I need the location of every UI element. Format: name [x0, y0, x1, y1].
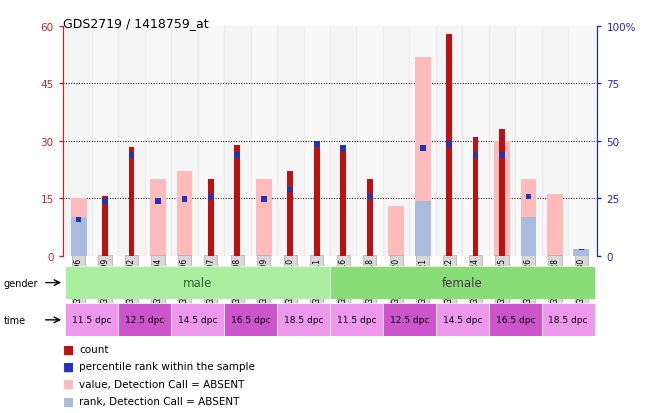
Bar	[341, 145, 346, 256]
Bar	[473, 138, 478, 256]
Bar	[383, 304, 436, 337]
Text: 16.5 dpc: 16.5 dpc	[496, 316, 535, 325]
Bar	[356, 27, 383, 256]
Bar	[489, 304, 542, 337]
Bar	[145, 27, 171, 256]
Bar	[208, 194, 214, 200]
Text: ■: ■	[63, 394, 74, 408]
Bar	[574, 249, 589, 256]
Bar	[234, 153, 240, 159]
Bar	[568, 27, 595, 256]
Text: ■: ■	[63, 377, 74, 390]
Text: 14.5 dpc: 14.5 dpc	[443, 316, 482, 325]
Text: value, Detection Call = ABSENT: value, Detection Call = ABSENT	[79, 379, 245, 389]
Bar	[330, 266, 595, 299]
Bar	[129, 153, 135, 159]
Text: male: male	[183, 276, 213, 290]
Bar	[129, 147, 135, 256]
Bar	[547, 195, 563, 256]
Bar	[71, 199, 86, 256]
Bar	[341, 146, 346, 152]
Bar	[525, 194, 531, 200]
Bar	[446, 35, 452, 256]
Bar	[102, 197, 108, 256]
Text: 11.5 dpc: 11.5 dpc	[72, 316, 112, 325]
Bar	[304, 27, 330, 256]
Bar	[521, 217, 537, 256]
Text: count: count	[79, 344, 109, 354]
Bar	[65, 27, 92, 256]
Text: 18.5 dpc: 18.5 dpc	[548, 316, 588, 325]
Bar	[92, 27, 118, 256]
Bar	[542, 27, 568, 256]
Bar	[256, 180, 272, 256]
Bar	[155, 199, 161, 204]
Bar	[287, 188, 293, 193]
Bar	[224, 304, 277, 337]
Bar	[494, 141, 510, 256]
Bar	[367, 194, 373, 200]
Bar	[76, 217, 81, 223]
Bar	[436, 304, 489, 337]
Text: 18.5 dpc: 18.5 dpc	[284, 316, 323, 325]
Bar	[409, 27, 436, 256]
Text: ■: ■	[63, 360, 74, 373]
Text: 12.5 dpc: 12.5 dpc	[389, 316, 429, 325]
Text: percentile rank within the sample: percentile rank within the sample	[79, 361, 255, 371]
Text: gender: gender	[3, 278, 38, 288]
Text: 16.5 dpc: 16.5 dpc	[231, 316, 271, 325]
Bar	[330, 27, 356, 256]
Bar	[287, 172, 293, 256]
Bar	[176, 172, 192, 256]
Bar	[499, 153, 505, 159]
Bar	[521, 180, 537, 256]
Bar	[367, 180, 373, 256]
Bar	[224, 27, 251, 256]
Text: GDS2719 / 1418759_at: GDS2719 / 1418759_at	[63, 17, 209, 29]
Bar	[579, 249, 584, 250]
Bar	[171, 304, 224, 337]
Bar	[102, 199, 108, 204]
Bar	[515, 27, 542, 256]
Bar	[436, 27, 462, 256]
Bar	[414, 57, 430, 256]
Bar	[234, 145, 240, 256]
Bar	[71, 217, 86, 256]
Bar	[420, 146, 426, 152]
Bar	[171, 27, 198, 256]
Bar	[489, 27, 515, 256]
Text: 12.5 dpc: 12.5 dpc	[125, 316, 164, 325]
Bar	[314, 141, 319, 147]
Text: female: female	[442, 276, 482, 290]
Bar	[182, 197, 187, 202]
Bar	[414, 201, 430, 256]
Bar	[462, 27, 489, 256]
Bar	[542, 304, 595, 337]
Text: time: time	[3, 315, 26, 325]
Bar	[314, 141, 319, 256]
Bar	[383, 27, 409, 256]
Bar	[277, 27, 304, 256]
Bar	[330, 304, 383, 337]
Bar	[251, 27, 277, 256]
Bar	[277, 304, 330, 337]
Bar	[198, 27, 224, 256]
Bar	[150, 180, 166, 256]
Bar	[388, 206, 404, 256]
Bar	[261, 197, 267, 202]
Bar	[65, 304, 118, 337]
Bar	[473, 153, 478, 159]
Bar	[118, 304, 171, 337]
Bar	[65, 266, 330, 299]
Bar	[208, 180, 214, 256]
Bar	[118, 27, 145, 256]
Bar	[446, 141, 452, 147]
Text: 14.5 dpc: 14.5 dpc	[178, 316, 217, 325]
Text: ■: ■	[63, 342, 74, 356]
Text: 11.5 dpc: 11.5 dpc	[337, 316, 376, 325]
Bar	[499, 130, 505, 256]
Text: rank, Detection Call = ABSENT: rank, Detection Call = ABSENT	[79, 396, 240, 406]
